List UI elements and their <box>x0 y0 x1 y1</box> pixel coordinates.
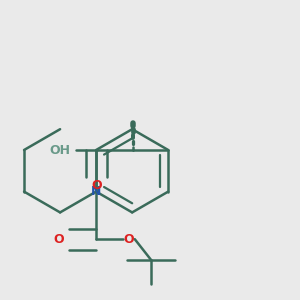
Text: O: O <box>124 233 134 246</box>
Text: N: N <box>91 185 101 198</box>
Text: O: O <box>54 233 64 246</box>
Text: OH: OH <box>49 143 70 157</box>
Text: O: O <box>92 179 102 192</box>
